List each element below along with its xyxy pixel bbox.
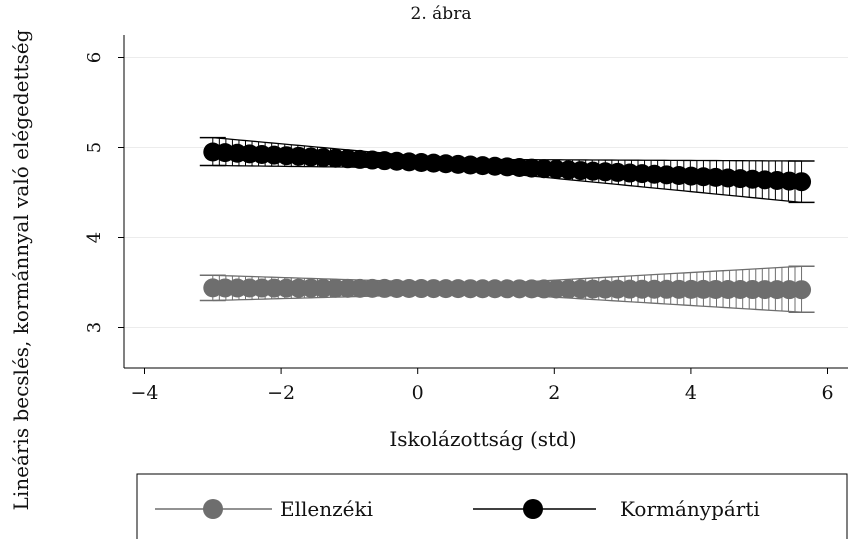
series-kormnyprti: [199, 136, 815, 204]
y-tick-label: 6: [84, 52, 105, 63]
x-tick-label: −2: [267, 382, 295, 404]
axes: [123, 35, 848, 369]
legend-marker-kormanyparti: [523, 499, 543, 519]
y-tick-label: 4: [84, 232, 105, 243]
chart-title: 2. ábra: [411, 4, 472, 24]
x-axis-label: Iskolázottság (std): [389, 427, 576, 451]
y-tick-label: 3: [84, 322, 105, 333]
x-tick-label: 4: [685, 382, 697, 404]
legend-item-kormanyparti: Kormánypárti: [473, 497, 760, 521]
x-tick-label: 2: [548, 382, 560, 404]
x-tick-label: 6: [821, 382, 833, 404]
legend: Ellenzéki Kormánypárti: [136, 473, 848, 539]
legend-label-ellenzeki: Ellenzéki: [280, 497, 373, 521]
y-tick-label: 5: [84, 142, 105, 153]
y-axis-label: Lineáris becslés, kormánnyal való eléged…: [9, 29, 33, 510]
ticks: 3 4 5 6 −4 −2 0 2 4 6: [84, 52, 834, 404]
data-point: [792, 172, 812, 192]
legend-item-ellenzeki: Ellenzéki: [155, 497, 373, 521]
data-point: [792, 280, 812, 300]
x-tick-label: −4: [130, 382, 158, 404]
x-tick-label: 0: [412, 382, 424, 404]
legend-label-kormanyparti: Kormánypárti: [620, 497, 760, 521]
series-ellenzki: [199, 265, 815, 313]
legend-box: [136, 473, 848, 539]
legend-marker-ellenzeki: [203, 499, 223, 519]
series: [199, 136, 815, 313]
